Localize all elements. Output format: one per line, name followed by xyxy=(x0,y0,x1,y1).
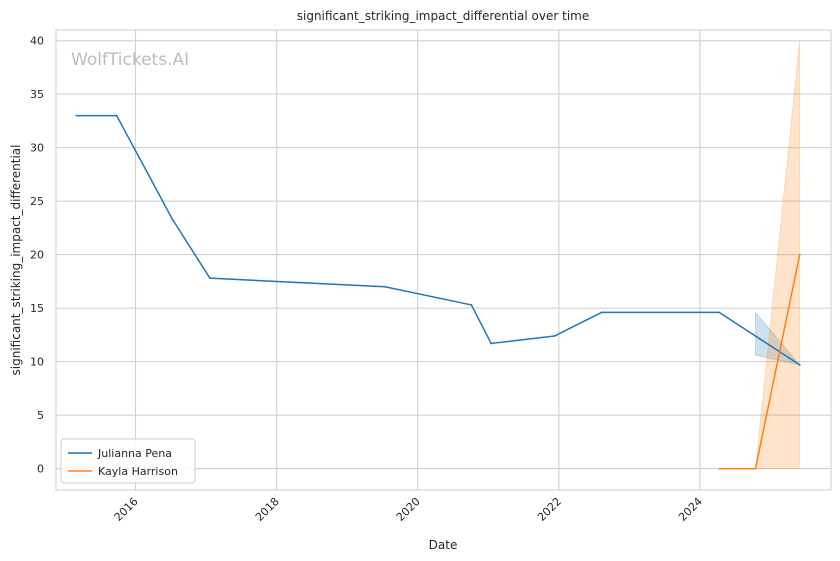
data-point-julianna-pena xyxy=(553,335,556,337)
data-point-kayla-harrison xyxy=(754,467,757,470)
legend-label-kayla-harrison: Kayla Harrison xyxy=(98,465,178,478)
legend-label-julianna-pena: Julianna Pena xyxy=(97,447,172,460)
data-point-julianna-pena xyxy=(209,277,211,280)
x-axis-label: Date xyxy=(429,538,458,552)
legend-frame xyxy=(60,438,196,484)
y-tick-label: 5 xyxy=(37,409,44,422)
data-point-kayla-harrison xyxy=(798,253,801,256)
y-tick-label: 20 xyxy=(30,249,44,262)
data-point-julianna-pena xyxy=(115,114,118,117)
legend: Julianna Pena Kayla Harrison xyxy=(60,438,196,484)
y-tick-label: 15 xyxy=(30,302,44,315)
data-point-julianna-pena xyxy=(470,304,473,306)
y-tick-label: 0 xyxy=(37,463,44,476)
y-tick-label: 35 xyxy=(30,88,44,101)
y-tick-label: 40 xyxy=(30,35,44,48)
watermark: WolfTickets.AI xyxy=(71,50,189,70)
data-point-julianna-pena xyxy=(798,363,801,366)
y-tick-label: 10 xyxy=(30,356,44,369)
plot-frame xyxy=(55,29,832,491)
grid-lines xyxy=(56,30,831,490)
chart-title: significant_striking_impact_differential… xyxy=(297,9,589,23)
data-point-julianna-pena xyxy=(490,342,493,345)
plot-area xyxy=(55,29,832,491)
data-point-julianna-pena xyxy=(600,311,603,314)
y-axis-ticks: 0 5 10 15 20 25 30 35 40 xyxy=(30,35,44,476)
data-point-julianna-pena xyxy=(718,311,721,314)
data-point-julianna-pena xyxy=(171,218,174,221)
data-point-julianna-pena xyxy=(75,114,78,117)
data-point-julianna-pena xyxy=(383,285,386,288)
y-tick-label: 30 xyxy=(30,142,44,155)
y-tick-label: 25 xyxy=(30,195,44,208)
data-point-kayla-harrison xyxy=(718,467,721,470)
series-lines xyxy=(75,114,801,470)
y-axis-label: significant_striking_impact_differential xyxy=(9,145,23,376)
